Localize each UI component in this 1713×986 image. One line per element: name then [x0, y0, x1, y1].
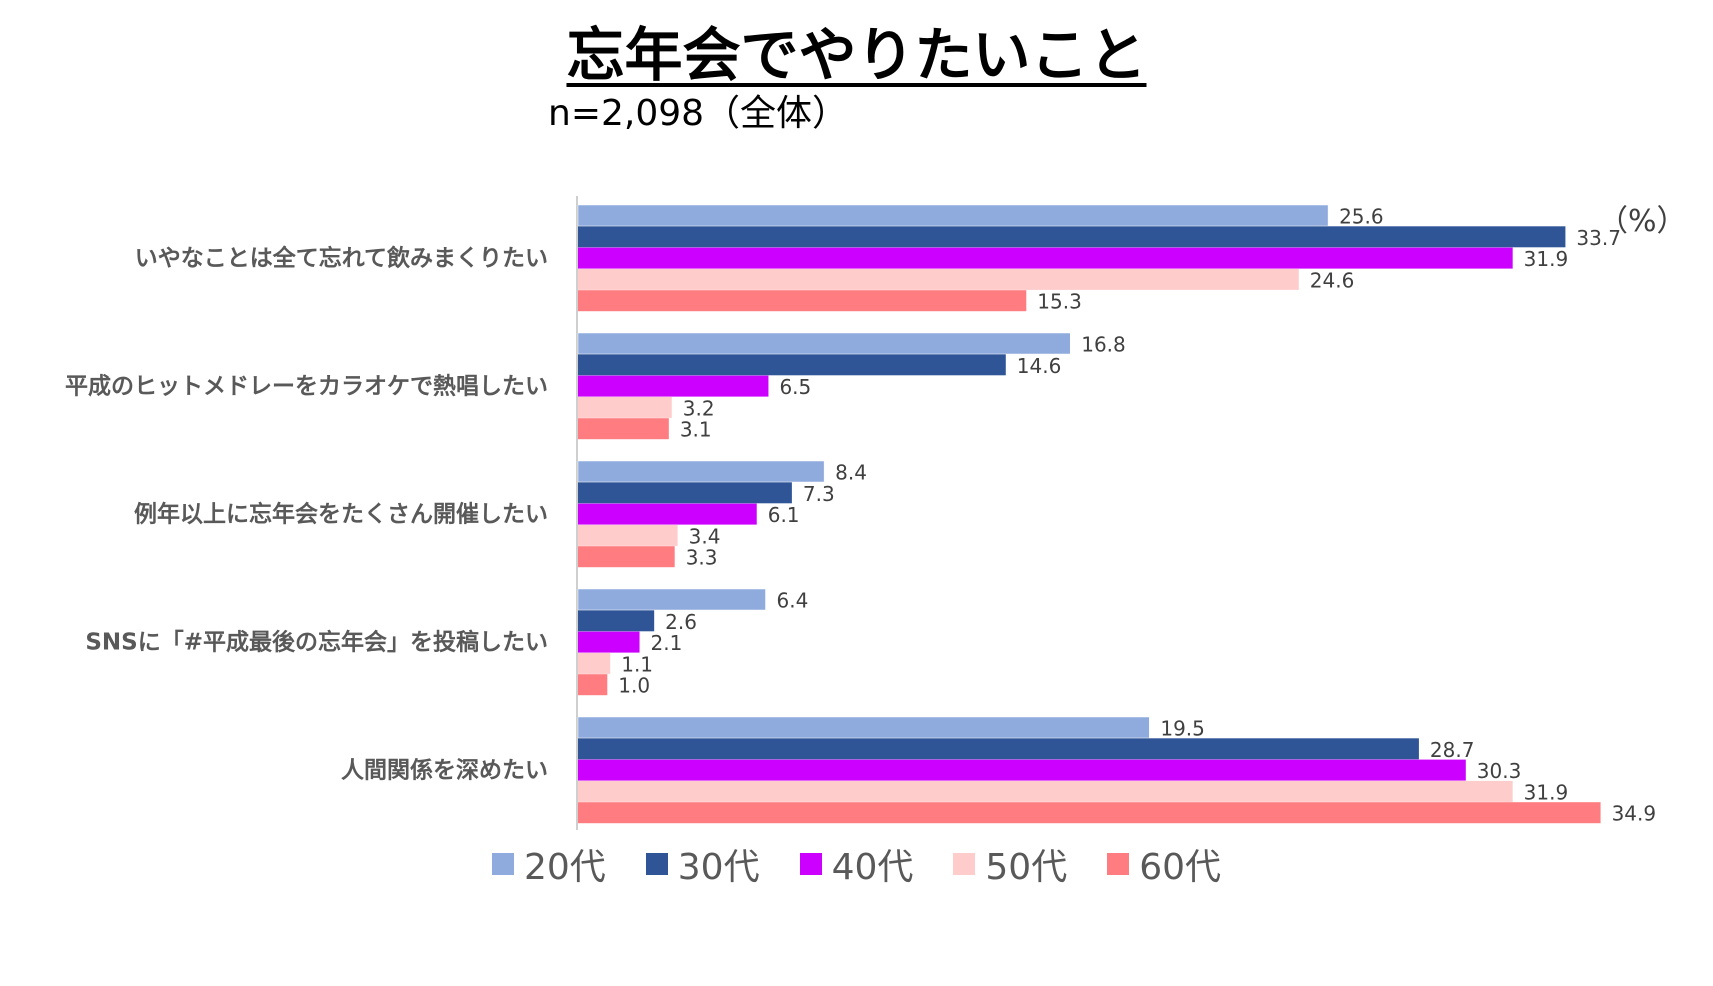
legend: 20代 30代 40代 50代 60代 [0, 838, 1713, 890]
legend-item: 20代 [491, 838, 606, 890]
category-label: 例年以上に忘年会をたくさん開催したい [134, 500, 548, 527]
legend-label: 60代 [1139, 847, 1222, 888]
legend-swatch [799, 853, 822, 875]
unit-label: （%） [1598, 204, 1687, 239]
chart-title: 忘年会でやりたいこと [566, 21, 1147, 89]
legend-item: 60代 [1107, 838, 1221, 890]
bar [578, 546, 675, 568]
bar [577, 204, 1329, 227]
legend-item: 30代 [645, 838, 760, 890]
chart-subtitle: n=2,098（全体） [548, 93, 849, 134]
data-label: 3.2 [683, 396, 715, 420]
legend-swatch [1107, 853, 1130, 875]
bar [578, 268, 1299, 290]
data-label: 30.3 [1477, 759, 1522, 783]
bar [578, 738, 1419, 760]
data-label: 2.6 [665, 610, 697, 634]
legend-label: 20代 [523, 847, 606, 888]
data-label: 31.9 [1524, 247, 1569, 271]
bar [578, 674, 608, 696]
data-label: 6.5 [779, 375, 811, 399]
bar [577, 588, 766, 611]
legend-swatch [491, 853, 514, 875]
category-label: 平成のヒットメドレーをカラオケで熱唱したい [65, 373, 548, 399]
bar [578, 652, 611, 674]
bar [578, 524, 678, 546]
data-label: 6.1 [768, 503, 800, 527]
data-label: 16.8 [1081, 333, 1126, 357]
bar [578, 780, 1513, 802]
bar [578, 802, 1601, 824]
bar [578, 482, 792, 504]
bar [578, 396, 672, 418]
category-label: 人間関係を深めたい [341, 757, 548, 783]
bar [578, 610, 655, 632]
legend-label: 50代 [985, 847, 1068, 888]
legend-swatch [645, 853, 668, 875]
data-label: 25.6 [1339, 205, 1384, 229]
bar [577, 716, 1150, 739]
legend-label: 40代 [831, 847, 914, 888]
category-label: いやなことは全て忘れて飲みまくりたい [135, 244, 548, 271]
data-label: 15.3 [1037, 290, 1082, 314]
data-label: 3.3 [686, 546, 718, 570]
category-label: SNSに「#平成最後の忘年会」を投稿したい [85, 628, 548, 655]
data-label: 6.4 [777, 589, 809, 613]
data-label: 28.7 [1430, 738, 1475, 762]
data-label: 3.4 [689, 524, 721, 548]
bar [578, 503, 757, 525]
data-label: 31.9 [1524, 780, 1569, 804]
data-label: 1.0 [618, 674, 650, 698]
data-label: 2.1 [651, 631, 683, 655]
legend-item: 50代 [953, 838, 1067, 890]
data-label: 8.4 [835, 461, 867, 485]
bar [578, 631, 640, 653]
data-label: 33.7 [1576, 226, 1621, 250]
bar-chart: いやなことは全て忘れて飲みまくりたい 25.6 33.7 31.9 24.6 15.3 平成… [65, 196, 1657, 830]
bar [578, 375, 769, 397]
bar [578, 418, 669, 440]
bar [578, 226, 1566, 248]
legend-swatch [953, 853, 976, 875]
bar [577, 460, 825, 483]
legend-item: 40代 [799, 838, 914, 890]
legend-label: 30代 [677, 847, 760, 888]
bar [577, 332, 1071, 355]
bar [578, 759, 1466, 781]
data-label: 1.1 [621, 652, 653, 676]
data-label: 14.6 [1017, 354, 1062, 378]
bar [578, 247, 1513, 269]
data-label: 19.5 [1160, 717, 1205, 741]
data-label: 3.1 [680, 418, 712, 442]
data-label: 7.3 [803, 482, 835, 506]
data-label: 34.9 [1612, 802, 1657, 826]
bar [578, 354, 1006, 376]
bar [578, 290, 1027, 312]
data-label: 24.6 [1310, 268, 1355, 292]
